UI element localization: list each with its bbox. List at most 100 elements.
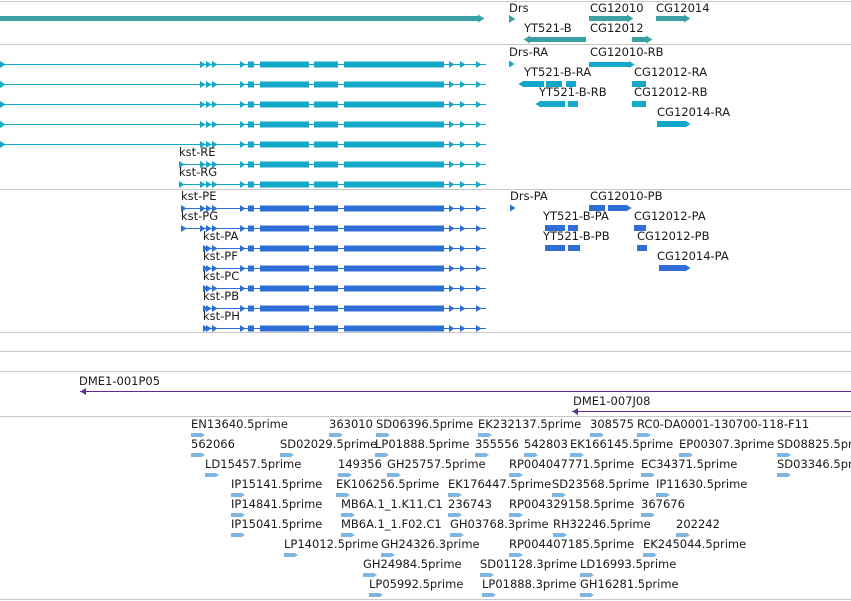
transcript-label: Drs-PA	[510, 189, 548, 203]
transcript-yt521-pa-exon	[568, 225, 578, 231]
est-feature-arrow	[534, 452, 538, 458]
est-feature	[387, 473, 397, 477]
transcript-kst-r-exon	[248, 61, 254, 68]
transcript-kst-pg-exon	[314, 225, 338, 232]
est-feature	[329, 433, 339, 437]
transcript-label: kst-PC	[203, 269, 240, 283]
est-feature-arrow	[458, 512, 462, 518]
transcript-kst-r-exon	[344, 141, 444, 148]
transcript-kst-pg-exon	[206, 225, 212, 232]
est-feature	[231, 493, 241, 497]
transcript-yt521-rb-exon	[541, 101, 565, 107]
transcript-kst-r-exon	[206, 61, 212, 68]
gene-kst-arrow	[478, 14, 485, 23]
est-label: 308575	[590, 417, 634, 431]
est-feature	[363, 573, 373, 577]
est-feature-arrow	[580, 452, 584, 458]
gene-label: Drs	[509, 1, 529, 15]
est-feature-arrow	[488, 432, 492, 438]
est-feature	[336, 493, 346, 497]
est-feature	[570, 453, 580, 457]
est-label: EK106256.5prime	[336, 477, 440, 491]
transcript-kst-rg-exon	[248, 181, 254, 188]
transcript-kst-p-exon	[460, 305, 466, 312]
transcript-kst-rg-exon	[260, 181, 309, 188]
transcript-kst-r-exon	[0, 61, 6, 68]
transcript-kst-pg-exon	[449, 225, 455, 232]
transcript-kst-pe-exon	[200, 205, 206, 212]
est-feature	[480, 573, 490, 577]
transcript-kst-p-exon	[240, 285, 246, 292]
transcript-label: YT521-B-RA	[524, 65, 592, 79]
transcript-kst-rg-exon	[476, 181, 482, 188]
transcript-cg12014-pa-exon	[659, 265, 685, 271]
transcript-cg12010-pb-exon	[608, 205, 626, 211]
transcript-kst-p-exon	[203, 325, 209, 332]
transcript-kst-p-exon	[248, 245, 254, 252]
gene-yt521-arrow	[523, 35, 530, 44]
transcript-kst-r-exon	[460, 61, 466, 68]
transcript-label: kst-RG	[179, 165, 218, 179]
gene-cg12010-bar	[589, 16, 627, 21]
transcript-kst-r-exon	[449, 101, 455, 108]
est-feature	[231, 513, 241, 517]
gene-drs-arrow	[509, 15, 516, 23]
est-label: EN13640.5prime	[191, 417, 288, 431]
transcript-kst-r-exon	[200, 61, 206, 68]
gene-cg12014-arrow	[684, 14, 691, 23]
transcript-kst-r-exon	[212, 61, 218, 68]
transcript-kst-p-exon	[449, 305, 455, 312]
transcript-yt521-ra-exon	[524, 81, 544, 87]
est-feature-arrow	[590, 572, 594, 578]
transcript-kst-pe-exon	[181, 205, 187, 212]
transcript-kst-r-exon	[212, 121, 218, 128]
est-feature	[284, 553, 294, 557]
transcript-kst-r-exon	[240, 81, 246, 88]
transcript-kst-p-exon	[344, 245, 444, 252]
transcript-kst-r-exon	[460, 81, 466, 88]
transcript-kst-p-exon	[260, 325, 309, 332]
est-feature-arrow	[600, 432, 604, 438]
transcript-kst-r-exon	[248, 101, 254, 108]
est-label: 202242	[676, 517, 720, 531]
est-feature-arrow	[490, 572, 494, 578]
transcript-kst-rg-exon	[449, 181, 455, 188]
est-feature-arrow	[241, 532, 245, 538]
transcript-kst-r-exon	[206, 121, 212, 128]
est-feature-arrow	[485, 452, 489, 458]
est-feature-arrow	[590, 592, 594, 598]
transcript-kst-r-exon	[260, 121, 309, 128]
est-label: SD01128.3prime	[480, 557, 578, 571]
gene-cg12010-arrow	[627, 14, 634, 23]
est-label: RH32246.5prime	[553, 517, 651, 531]
transcript-kst-pe-exon	[212, 205, 218, 212]
transcript-yt521-pa-exon	[545, 225, 565, 231]
transcript-kst-r-exon	[206, 141, 212, 148]
est-feature	[375, 453, 385, 457]
est-feature	[552, 493, 562, 497]
transcript-label: YT521-B-RB	[539, 85, 607, 99]
transcript-kst-p-exon	[203, 245, 209, 252]
transcript-kst-r-exon	[260, 61, 309, 68]
transcript-kst-r-exon	[314, 141, 338, 148]
transcript-kst-re-exon	[206, 161, 212, 168]
transcript-kst-r-exon	[314, 101, 338, 108]
transcript-kst-p-exon	[476, 325, 482, 332]
est-feature	[376, 433, 386, 437]
est-label: GH03768.3prime	[450, 517, 549, 531]
est-label: 562066	[191, 437, 235, 451]
transcript-kst-pg-exon	[200, 225, 206, 232]
est-feature-arrow	[651, 512, 655, 518]
transcript-kst-pg-exon	[248, 225, 254, 232]
transcript-kst-p-exon	[240, 245, 246, 252]
est-feature	[280, 453, 290, 457]
transcript-kst-p-exon	[344, 285, 444, 292]
est-feature-arrow	[348, 472, 352, 478]
est-feature-arrow	[651, 472, 655, 478]
est-feature	[509, 553, 519, 557]
est-feature	[475, 453, 485, 457]
est-feature-arrow	[519, 472, 523, 478]
est-feature-arrow	[290, 452, 294, 458]
est-feature	[231, 533, 241, 537]
